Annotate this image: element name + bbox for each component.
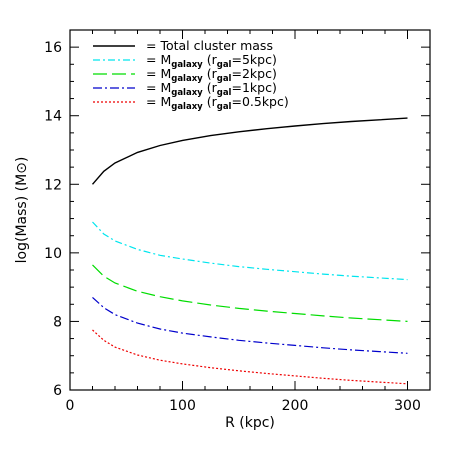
legend-label-4: = Mgalaxy (rgal=0.5kpc) xyxy=(146,94,289,112)
legend-label-tail: =2kpc) xyxy=(231,66,276,81)
legend-label-subscript: galaxy xyxy=(171,74,203,84)
y-tick-label: 16 xyxy=(44,40,62,56)
legend-label-prefix: = M xyxy=(146,66,171,81)
ticks-layer: 0 100 200 300 6 8 10 12 14 16 xyxy=(44,29,431,414)
legend-label-subscript-2: gal xyxy=(217,74,232,84)
legend-label-prefix: = M xyxy=(146,52,171,67)
x-tick-label: 0 xyxy=(66,398,75,414)
y-axis-label: log(Mass) (M⊙) xyxy=(14,157,30,264)
legend-label-subscript: galaxy xyxy=(171,60,203,70)
y-axis-label-sun-symbol: ⊙ xyxy=(14,162,30,174)
y-tick-label: 8 xyxy=(53,314,62,330)
series-line-2 xyxy=(92,264,408,322)
legend-label-3: = Mgalaxy (rgal=1kpc) xyxy=(146,80,277,98)
legend-label-mid: (r xyxy=(203,52,218,67)
x-axis-label: R (kpc) xyxy=(225,415,275,431)
legend-label-tail: =5kpc) xyxy=(231,52,276,67)
legend-label-tail: =0.5kpc) xyxy=(231,94,288,109)
y-tick-label: 14 xyxy=(44,109,62,125)
series-line-4 xyxy=(92,329,408,385)
legend-label-mid: (r xyxy=(203,80,218,95)
y-axis-label-close: ) xyxy=(14,157,30,162)
legend-label-subscript: galaxy xyxy=(171,102,203,112)
legend-label-subscript-2: gal xyxy=(217,88,232,98)
legend-label-mid: (r xyxy=(203,94,218,109)
legend-label-mid: (r xyxy=(203,66,218,81)
legend-label-prefix: = Total cluster mass xyxy=(146,38,273,53)
legend-label-0: = Total cluster mass xyxy=(146,38,273,53)
series-line-1 xyxy=(92,221,408,281)
legend: = Total cluster mass= Mgalaxy (rgal=5kpc… xyxy=(93,38,289,112)
y-tick-label: 10 xyxy=(44,246,62,262)
legend-label-subscript: galaxy xyxy=(171,88,203,98)
legend-label-tail: =1kpc) xyxy=(231,80,276,95)
x-tick-label: 200 xyxy=(282,398,309,414)
y-tick-label: 6 xyxy=(53,383,62,399)
legend-label-prefix: = M xyxy=(146,94,171,109)
series-layer xyxy=(91,117,408,385)
legend-label-2: = Mgalaxy (rgal=2kpc) xyxy=(146,66,277,84)
legend-label-1: = Mgalaxy (rgal=5kpc) xyxy=(146,52,277,70)
x-tick-label: 300 xyxy=(394,398,421,414)
legend-label-subscript-2: gal xyxy=(217,102,232,112)
legend-label-prefix: = M xyxy=(146,80,171,95)
y-axis-label-text: log(Mass) (M xyxy=(14,174,30,264)
legend-label-subscript-2: gal xyxy=(217,60,232,70)
series-line-3 xyxy=(92,296,408,354)
series-line-0 xyxy=(91,117,408,185)
x-tick-label: 100 xyxy=(169,398,196,414)
y-tick-label: 12 xyxy=(44,177,62,193)
